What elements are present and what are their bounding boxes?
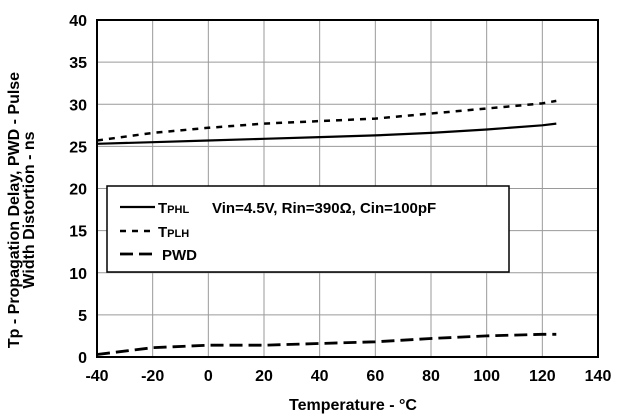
legend-label-tplh: TPLH	[158, 224, 189, 241]
x-tick-labels: -40 -20 0 20 40 60 80 100 120 140	[85, 368, 611, 385]
y-tick-label: 5	[78, 308, 87, 325]
y-tick-label: 35	[69, 55, 87, 72]
legend-condition: Vin=4.5V, Rin=390Ω, Cin=100pF	[212, 200, 436, 217]
plot-area-frame	[96, 19, 599, 358]
x-tick-label: 120	[529, 368, 556, 385]
y-axis-label-line2: Width Distortion - ns	[21, 131, 38, 288]
x-tick-label: 100	[473, 368, 500, 385]
y-tick-label: 0	[78, 350, 87, 367]
series-line-pwd	[96, 332, 557, 356]
legend-label-pwd: PWD	[162, 247, 197, 264]
y-tick-label: 25	[69, 139, 87, 156]
legend: TPHL Vin=4.5V, Rin=390Ω, Cin=100pF TPLH …	[106, 185, 510, 273]
y-tick-label: 15	[69, 224, 87, 241]
x-axis-label: Temperature - °C	[289, 397, 417, 414]
y-tick-label: 30	[69, 97, 87, 114]
y-tick-labels: 0 5 10 15 20 25 30 35 40	[69, 13, 87, 367]
x-tick-label: 80	[422, 368, 440, 385]
series-line-tphl	[96, 122, 557, 145]
x-tick-label: 40	[311, 368, 329, 385]
y-tick-label: 10	[69, 266, 87, 283]
series-line-tplh	[96, 99, 557, 142]
x-tick-label: 140	[585, 368, 612, 385]
x-tick-label: -20	[141, 368, 164, 385]
y-tick-label: 20	[69, 182, 87, 199]
x-tick-label: 60	[366, 368, 384, 385]
x-tick-label: 0	[204, 368, 213, 385]
x-tick-label: -40	[85, 368, 108, 385]
y-tick-label: 40	[69, 13, 87, 30]
legend-box	[106, 185, 510, 273]
x-tick-label: 20	[255, 368, 273, 385]
y-axis-label-line1: Tp - Propagation Delay, PWD - Pulse	[6, 72, 23, 348]
legend-label-tphl: TPHL	[158, 200, 189, 217]
y-axis-label: Tp - Propagation Delay, PWD - Pulse Widt…	[6, 72, 38, 348]
series-lines	[96, 99, 557, 356]
